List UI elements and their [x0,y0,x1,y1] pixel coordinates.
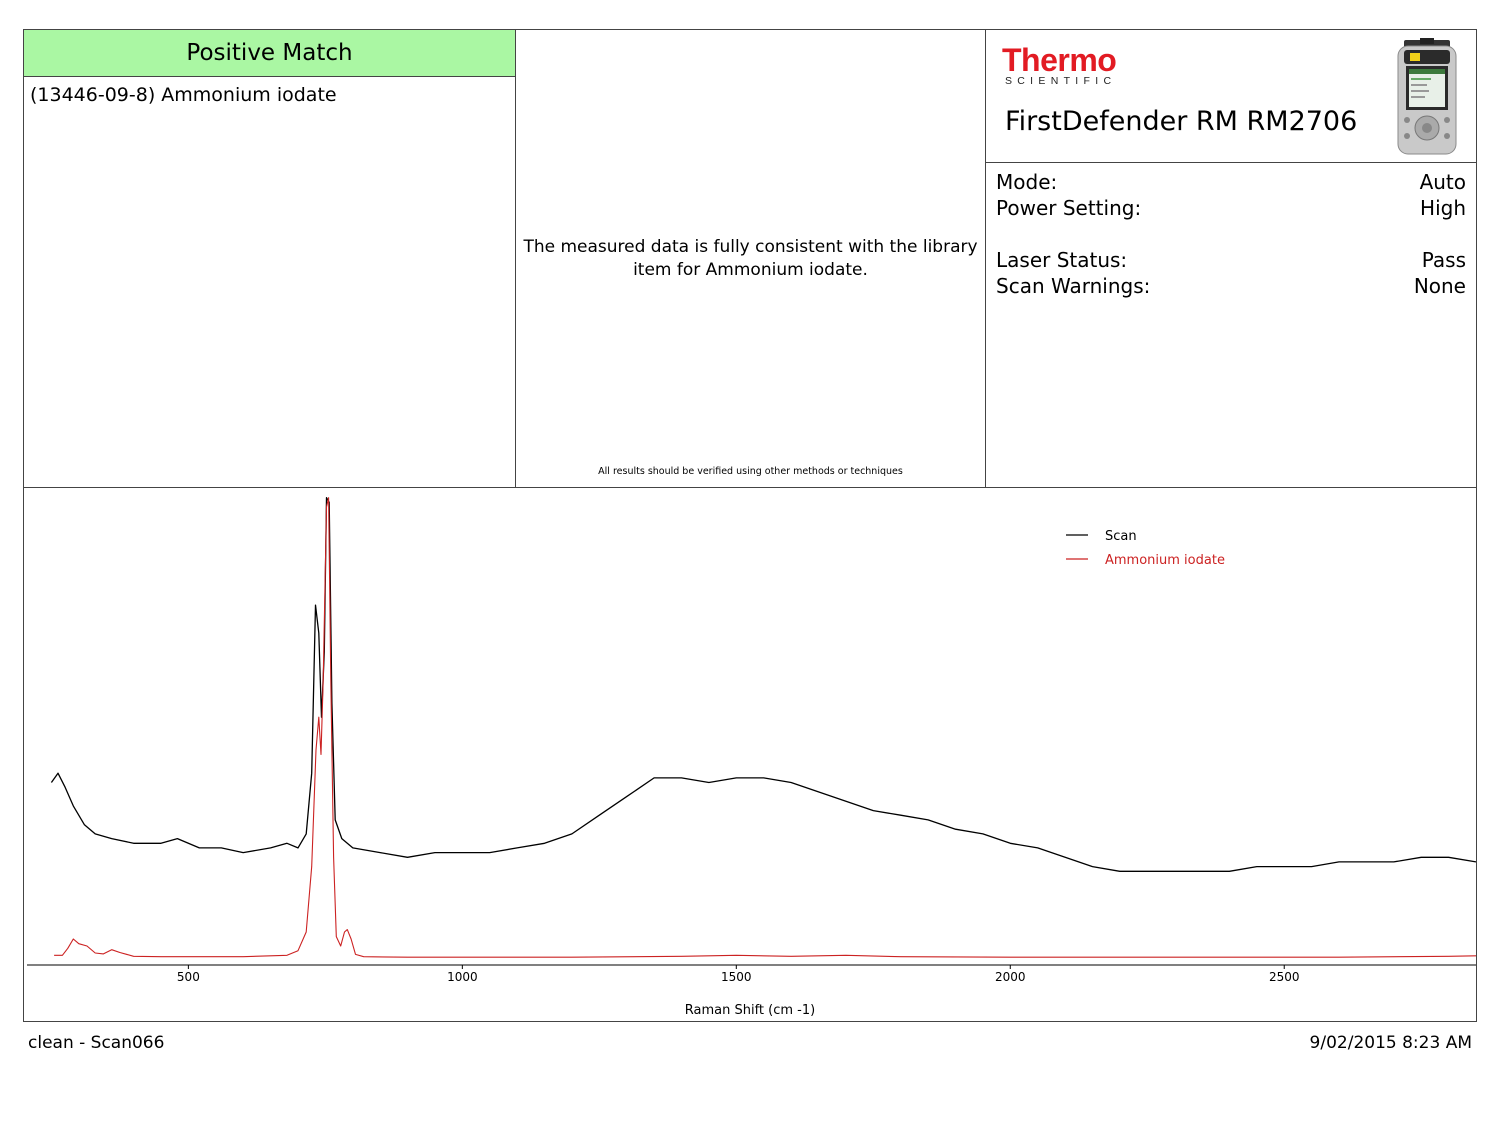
x-tick-label: 500 [177,970,200,984]
info-value: Pass [1421,248,1466,272]
divider-right [985,30,986,487]
library-series-line [54,497,1476,958]
x-tick-label: 1500 [721,970,752,984]
info-value: Auto [1419,170,1466,194]
info-value: None [1413,274,1466,298]
logo-wordmark: Thermo [1002,42,1117,78]
disclaimer-note: All results should be verified using oth… [598,466,903,477]
handheld-device-icon [1396,38,1458,160]
info-label: Laser Status: [996,248,1128,272]
legend-label: Ammonium iodate [1105,553,1225,568]
info-label: Mode: [996,170,1058,194]
info-label: Power Setting: [996,196,1142,220]
info-label: Scan Warnings: [996,274,1151,298]
scan-series-line [50,497,1476,872]
info-row-laser: Laser Status: Pass [996,248,1466,272]
x-tick-label: 1000 [447,970,478,984]
info-row-warnings: Scan Warnings: None [996,274,1466,298]
info-row-mode: Mode: Auto [996,170,1466,194]
x-tick-label: 2500 [1269,970,1300,984]
divider-device [985,162,1477,163]
logo-subtitle: SCIENTIFIC [1005,75,1117,87]
brand-logo: Thermo SCIENTIFIC [1002,42,1117,87]
series-layer [50,497,1476,958]
x-ticks: 500 1000 1500 2000 2500 [177,965,1300,984]
chart-legend: Scan Ammonium iodate [1066,529,1225,568]
x-axis-label: Raman Shift (cm -1) [685,1003,815,1018]
device-name: FirstDefender RM RM2706 [1005,106,1358,137]
scan-timestamp: 9/02/2015 8:23 AM [1309,1033,1472,1053]
divider-left [515,30,516,487]
info-row-power: Power Setting: High [996,196,1466,220]
legend-label: Scan [1105,529,1137,544]
report-frame: Positive Match (13446-09-8) Ammonium iod… [23,29,1477,1022]
result-message: The measured data is fully consistent wi… [523,237,978,280]
scan-name: clean - Scan066 [28,1033,165,1053]
matched-compound: (13446-09-8) Ammonium iodate [30,84,337,106]
divider-chart [24,487,1477,488]
x-tick-label: 2000 [995,970,1026,984]
match-status-header: Positive Match [24,30,515,77]
info-value: High [1420,196,1466,220]
